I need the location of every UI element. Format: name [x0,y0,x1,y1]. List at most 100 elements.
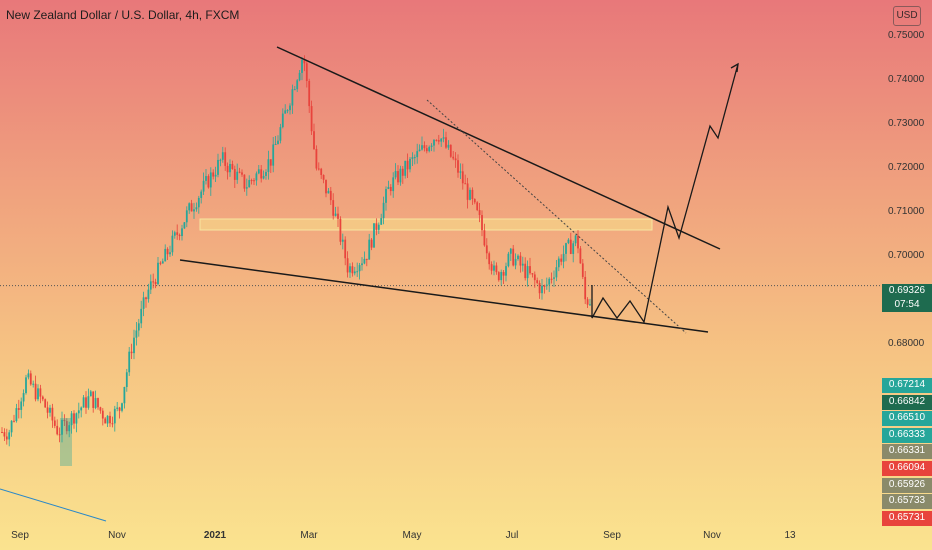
candle-body [413,157,416,159]
x-tick-label: Sep [11,530,29,541]
x-tick-label: 13 [784,530,796,541]
candle-body [82,397,85,408]
projected-path [591,63,739,324]
candle-body [154,281,157,285]
candle-body [478,210,481,216]
candle-body [149,281,152,290]
candle-body [361,263,363,266]
candle-body [334,213,337,216]
candle-body [109,415,111,424]
candle-body [543,285,546,287]
candle-body [3,432,6,437]
candle-body [241,172,243,175]
candle-body [409,158,411,170]
candle-body [73,413,75,424]
candle-body [89,391,92,397]
candle-body [562,253,565,262]
candle-body [281,113,284,128]
candle-body [346,258,349,273]
upper-trendline [276,46,721,250]
current-price-label: 0.69326 [882,284,932,298]
candle-body [87,396,90,408]
candle-body [262,175,265,179]
candle-body [25,377,27,394]
candle-body [200,191,203,198]
candle-body [195,207,198,210]
candle-body [344,239,347,259]
currency-button[interactable]: USD [893,6,921,26]
candle-body [389,186,392,192]
candle-body [202,180,205,192]
candle-body [517,255,519,260]
x-tick-label: 2021 [203,530,227,541]
candle-body [541,285,543,294]
candle-body [466,183,469,200]
candle-body [296,80,299,90]
candle-body [519,255,522,266]
candle-body [485,245,488,254]
candle-body [433,139,435,146]
candle-body [579,248,582,264]
candle-body [327,190,330,194]
chart-title: New Zealand Dollar / U.S. Dollar, 4h, FX… [6,8,240,22]
candle-body [111,423,114,425]
candle-body [125,372,128,388]
candle-body [529,266,531,274]
candle-body [452,156,455,159]
candle-body [250,180,253,182]
candle-body [106,415,109,424]
candle-body [65,421,68,432]
candle-body [8,432,11,440]
candle-body [423,145,426,149]
candle-body [291,89,294,106]
candle-body [349,266,351,273]
candle-body [272,144,275,166]
y-tick-label: 0.72000 [888,162,925,173]
candle-body [173,232,176,236]
candle-body [329,190,332,201]
candle-body [157,262,159,285]
lower-trendline [179,259,709,333]
candle-body [267,159,270,172]
candle-body [85,397,87,408]
candle-body [13,420,15,422]
candle-body [411,157,414,159]
candle-body [565,243,567,254]
candle-body [164,248,167,262]
candle-body [363,258,366,264]
candle-body [308,80,311,107]
candle-body [51,407,54,421]
candle-body [339,218,342,242]
price-level-label: 0.66510 [882,411,932,427]
candle-body [313,131,315,150]
candle-body [449,144,452,157]
candle-body [490,264,493,271]
candle-body [483,230,486,246]
candle-body [58,434,61,436]
candle-body [533,274,536,281]
candle-body [118,407,121,411]
candle-body [56,425,59,435]
y-tick-label: 0.70000 [888,250,925,261]
candle-body [303,59,306,64]
candle-body [365,258,368,260]
candle-body [63,419,66,422]
x-tick-label: Nov [703,530,721,541]
candle-body [481,215,483,231]
candle-body [418,149,421,152]
candle-body [440,138,443,142]
candle-body [145,297,147,300]
candle-body [289,105,291,111]
candle-body [377,224,380,230]
resistance-zone [199,218,653,231]
candle-body [473,199,476,203]
candle-body [116,407,119,409]
candle-body [101,410,104,419]
candle-body [387,186,390,189]
candle-body [121,403,123,411]
candle-body [298,72,301,81]
candle-body [10,420,13,433]
candle-body [188,203,191,211]
candle-body [221,152,224,160]
